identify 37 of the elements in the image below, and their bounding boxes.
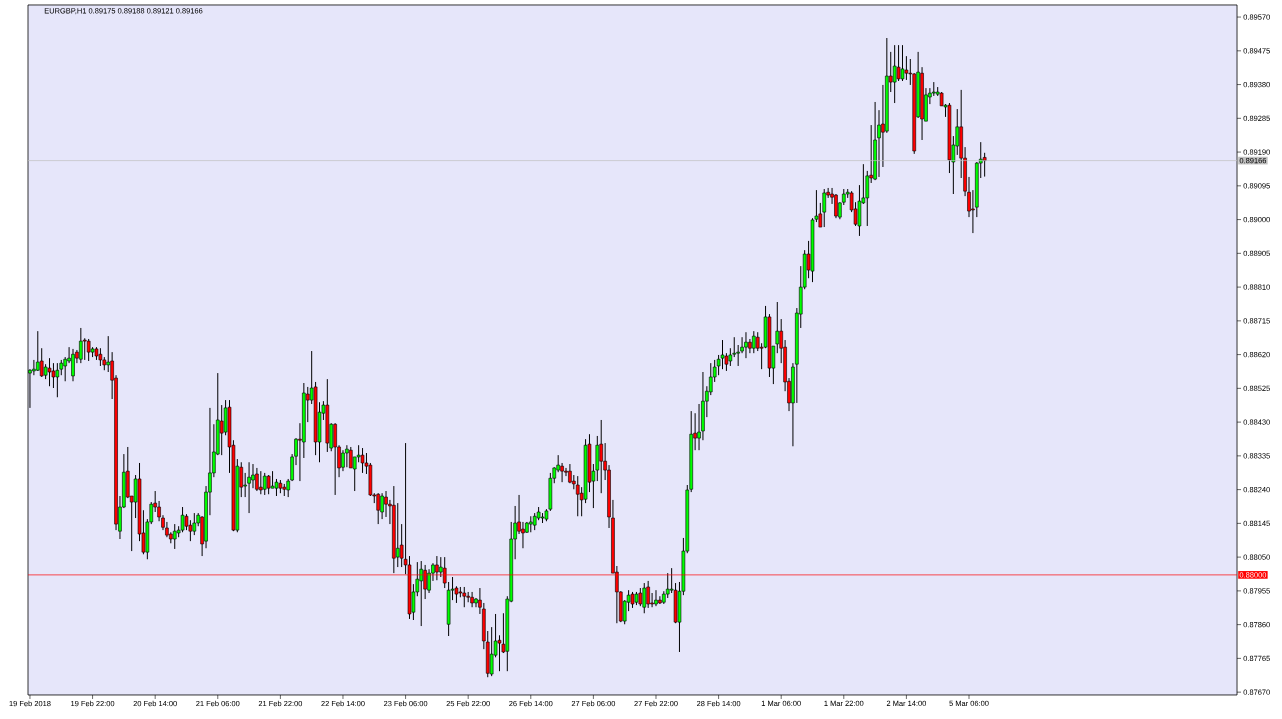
candlestick [79,327,83,364]
candlestick [665,572,670,599]
candlestick [904,55,909,81]
candlestick [247,461,251,514]
candlestick [71,348,75,382]
candlestick [345,444,349,468]
candlestick [646,580,650,609]
candlestick [822,188,827,228]
candlestick [55,362,60,398]
candlestick [395,502,400,568]
candlestick [599,419,603,494]
candlestick [219,404,224,456]
candlestick [642,582,647,614]
candlestick [638,587,643,607]
candlestick [900,44,905,82]
candlestick [266,474,271,495]
candlestick [360,447,365,474]
candlestick [255,467,259,492]
candlestick [752,330,756,354]
candlestick [982,152,987,178]
candlestick [259,470,263,495]
candlestick [896,44,901,82]
candlestick [744,331,748,359]
candlestick [349,446,353,469]
candlestick [892,44,897,104]
candlestick [39,347,44,378]
candlestick [82,337,87,361]
candlestick [470,591,474,608]
candlestick [419,560,424,627]
candlestick [341,449,345,472]
candlestick [333,422,337,496]
candlestick [86,338,91,362]
candlestick [262,472,267,496]
candlestick [51,362,56,389]
candlestick [376,492,380,525]
candlestick [380,492,384,520]
candlestick [654,589,658,607]
